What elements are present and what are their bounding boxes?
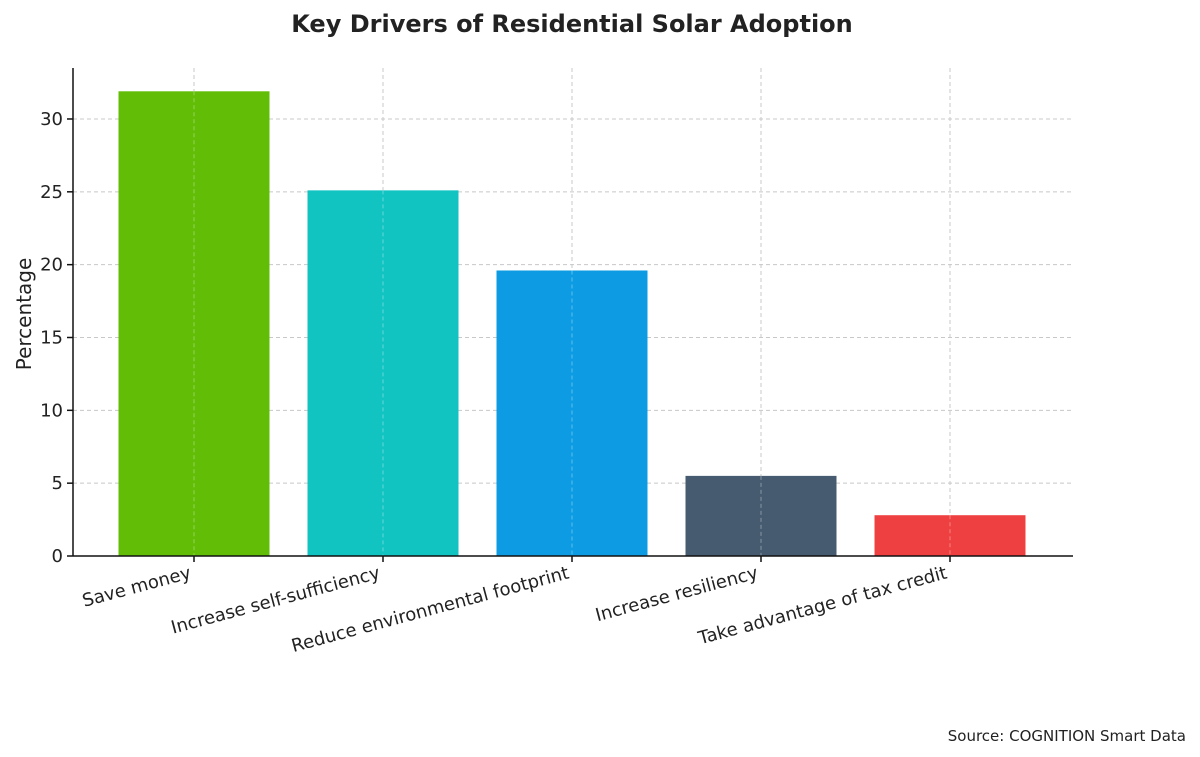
y-tick-label: 15 <box>40 327 63 348</box>
x-tick-label: Save money <box>80 562 194 611</box>
y-tick-label: 30 <box>40 109 63 130</box>
bar <box>685 475 837 556</box>
bars <box>118 91 1026 556</box>
y-ticks: 0 5 10 15 20 25 30 <box>40 109 73 567</box>
bar <box>496 270 648 556</box>
axes <box>72 68 1073 557</box>
y-axis-label: Percentage <box>12 258 36 371</box>
y-tick-label: 25 <box>40 182 63 203</box>
source-note: Source: COGNITION Smart Data <box>948 727 1186 745</box>
chart-title: Key Drivers of Residential Solar Adoptio… <box>291 10 853 38</box>
x-tick-label: Increase resiliency <box>593 562 760 626</box>
bar <box>874 515 1026 556</box>
bar <box>307 190 459 556</box>
y-tick-label: 5 <box>52 473 63 494</box>
y-tick-label: 0 <box>52 546 63 567</box>
y-tick-label: 10 <box>40 400 63 421</box>
bar <box>118 91 270 556</box>
y-tick-label: 20 <box>40 255 63 276</box>
